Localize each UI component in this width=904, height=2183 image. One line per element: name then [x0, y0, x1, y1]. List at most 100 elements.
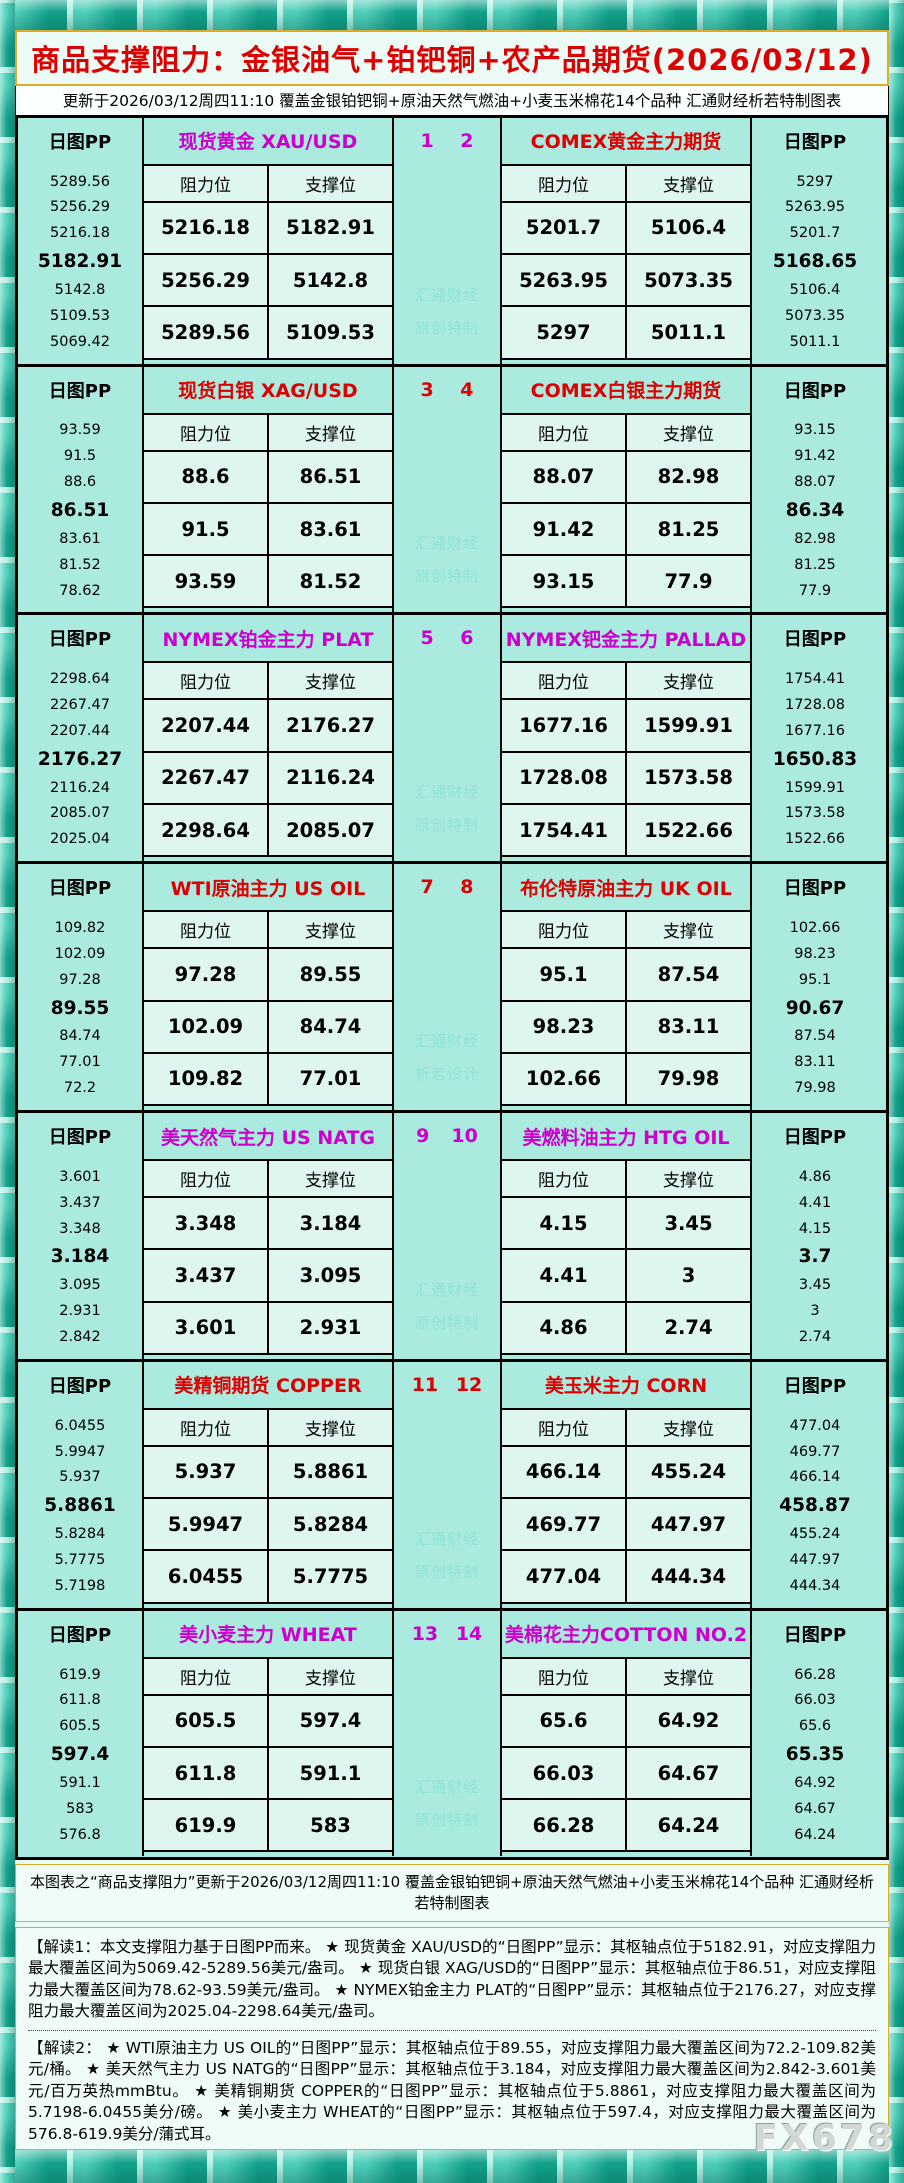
sr-value: 5011.1 — [650, 320, 727, 344]
brand-watermark-line: 汇通财经 — [414, 1032, 479, 1051]
resistance-header: 阻力位 — [502, 1161, 627, 1197]
brand-watermark: 汇通财经 原创特制 — [394, 1408, 500, 1608]
pp-label: 日图PP — [783, 878, 847, 900]
table-header: 阻力位 支撑位 — [144, 1409, 392, 1447]
pp-ladder: 6.0455 5.9947 5.937 5.8861 5.8284 5.7775 5.719… — [18, 1408, 142, 1608]
brand-watermark: 汇通财经 原创特制 — [394, 661, 500, 861]
left-instrument: NYMEX铂金主力 PLAT 阻力位 支撑位 2207.44 2176.27 226… — [144, 615, 394, 862]
pp-level: 576.8 — [59, 1826, 101, 1843]
sr-row: 5201.7 5106.4 — [502, 202, 750, 256]
sr-value: 83.11 — [657, 1015, 720, 1039]
left-pp-column: 日图PP 93.59 91.5 88.6 86.51 83.61 81.52 78.62 — [18, 366, 144, 613]
left-instrument: WTI原油主力 US OIL 阻力位 支撑位 97.28 89.55 102.09 8… — [144, 864, 394, 1111]
left-instrument: 美精铜期货 COPPER 阻力位 支撑位 5.937 5.8861 5.9947 5.… — [144, 1361, 394, 1608]
pp-level: 5201.7 — [789, 225, 841, 242]
right-instrument: COMEX白银主力期货 阻力位 支撑位 88.07 82.98 91.42 81.25… — [502, 366, 752, 613]
support-resistance-table: 阻力位 支撑位 2207.44 2176.27 2267.47 2116.24 2298… — [144, 661, 392, 858]
sr-value: 3.437 — [144, 1250, 269, 1301]
sr-row: 95.1 87.54 — [502, 949, 750, 1002]
sr-value: 109.82 — [144, 1053, 269, 1105]
pp-ladder: 102.66 98.23 95.1 90.67 87.54 83.11 79.98 — [752, 910, 878, 1110]
pp-label: 日图PP — [783, 380, 847, 402]
brand-watermark-line: 汇通财经 — [414, 1529, 479, 1548]
pp-level: 78.62 — [59, 582, 101, 599]
support-header: 支撑位 — [305, 922, 356, 943]
pp-label: 日图PP — [48, 1375, 112, 1397]
sr-value: 88.6 — [144, 451, 269, 502]
pp-level: 2207.44 — [50, 722, 110, 739]
pp-level: 84.74 — [59, 1028, 101, 1045]
pp-level: 611.8 — [59, 1692, 101, 1709]
pp-level: 5106.4 — [789, 282, 841, 299]
sr-row: 88.07 82.98 — [502, 451, 750, 504]
pp-label: 日图PP — [48, 1127, 112, 1149]
brand-watermark-line: 原创特制 — [414, 318, 479, 337]
sr-value: 5109.53 — [286, 320, 375, 344]
right-instrument: 布伦特原油主力 UK OIL 阻力位 支撑位 95.1 87.54 98.23 83.… — [502, 864, 752, 1111]
middle-column: 13 14 汇通财经 原创特制 — [394, 1610, 502, 1857]
sr-value: 64.67 — [657, 1761, 720, 1785]
instrument-title: 现货黄金 XAU/USD — [178, 131, 358, 154]
brand-watermark-line: 汇通财经 — [414, 1280, 479, 1299]
page-number: 14 — [455, 1622, 483, 1645]
right-instrument: COMEX黄金主力期货 阻力位 支撑位 5201.7 5106.4 5263.95 5… — [502, 117, 752, 364]
notes-box: 【解读1：本文支撑阻力基于日图PP而来。 ★ 现货黄金 XAU/USD的“日图P… — [15, 1926, 889, 2150]
sr-value: 91.42 — [502, 503, 627, 555]
border-tiles-left — [0, 0, 15, 2183]
sr-value: 2.931 — [299, 1316, 362, 1340]
table-header: 阻力位 支撑位 — [144, 912, 392, 950]
pp-level: 97.28 — [59, 971, 101, 988]
page-numbers: 13 14 — [394, 1611, 500, 1657]
sr-row: 1754.41 1522.66 — [502, 804, 750, 856]
pp-label: 日图PP — [783, 1375, 847, 1397]
border-tiles-right — [889, 0, 904, 2183]
table-header: 阻力位 支撑位 — [502, 165, 750, 203]
right-pp-column: 日图PP 1754.41 1728.08 1677.16 1650.83 1599.91… — [752, 615, 878, 861]
sr-value: 65.6 — [502, 1695, 627, 1746]
sr-row: 93.59 81.52 — [144, 556, 392, 607]
sr-row: 5.9947 5.8284 — [144, 1499, 392, 1552]
instrument-title: NYMEX钯金主力 PALLAD — [505, 628, 747, 651]
pp-level: 5289.56 — [50, 173, 110, 190]
pp-level: 1677.16 — [785, 722, 845, 739]
sr-row: 605.5 597.4 — [144, 1695, 392, 1748]
pp-level: 64.92 — [794, 1774, 836, 1791]
sr-row: 6.0455 5.7775 — [144, 1551, 392, 1602]
sr-value: 66.28 — [502, 1800, 627, 1851]
sr-row: 109.82 77.01 — [144, 1053, 392, 1105]
pp-level: 1573.58 — [785, 805, 845, 822]
brand-watermark-line: 原创特制 — [414, 816, 479, 835]
pp-level: 1728.08 — [785, 697, 845, 714]
page-title-text: 商品支撑阻力：金银油气+铂钯铜+农产品期货(2026/03/12) — [31, 42, 873, 77]
left-instrument: 美小麦主力 WHEAT 阻力位 支撑位 605.5 597.4 611.8 591.1… — [144, 1610, 394, 1857]
sr-value: 102.09 — [144, 1001, 269, 1052]
pp-level: 2267.47 — [50, 697, 110, 714]
brand-watermark-line: 汇通财经 — [414, 534, 479, 553]
right-instrument: 美棉花主力COTTON NO.2 阻力位 支撑位 65.6 64.92 66.03 6… — [502, 1610, 752, 1857]
sr-value: 1522.66 — [644, 818, 733, 842]
instrument-title: COMEX黄金主力期货 — [530, 131, 722, 154]
sr-value: 95.1 — [502, 949, 627, 1000]
middle-column: 11 12 汇通财经 原创特制 — [394, 1361, 502, 1608]
pp-level: 5.7775 — [54, 1551, 106, 1568]
sr-row: 66.28 64.24 — [502, 1800, 750, 1851]
right-pp-column: 日图PP 4.86 4.41 4.15 3.7 3.45 3 2.74 — [752, 1113, 878, 1359]
brand-watermark-line: 原创特制 — [414, 567, 479, 586]
pp-level: 5.937 — [59, 1469, 101, 1486]
sr-row: 66.03 64.67 — [502, 1747, 750, 1801]
resistance-header: 阻力位 — [144, 912, 269, 948]
pivot-value: 86.51 — [50, 499, 110, 521]
sr-value: 477.04 — [502, 1551, 627, 1602]
pp-label: 日图PP — [48, 878, 112, 900]
resistance-header: 阻力位 — [144, 663, 269, 699]
pp-level: 444.34 — [789, 1577, 841, 1594]
pp-level: 466.14 — [789, 1469, 841, 1486]
pp-level: 4.15 — [798, 1220, 832, 1237]
pp-level: 3.348 — [59, 1220, 101, 1237]
left-pp-column: 日图PP 5289.56 5256.29 5216.18 5182.91 5142.8 5… — [18, 117, 144, 364]
support-resistance-table: 阻力位 支撑位 88.6 86.51 91.5 83.61 93.59 81.52 — [144, 412, 392, 609]
resistance-header: 阻力位 — [144, 165, 269, 201]
sr-value: 5.937 — [144, 1446, 269, 1498]
table-body: 3.348 3.184 3.437 3.095 3.601 2.931 — [144, 1198, 392, 1353]
